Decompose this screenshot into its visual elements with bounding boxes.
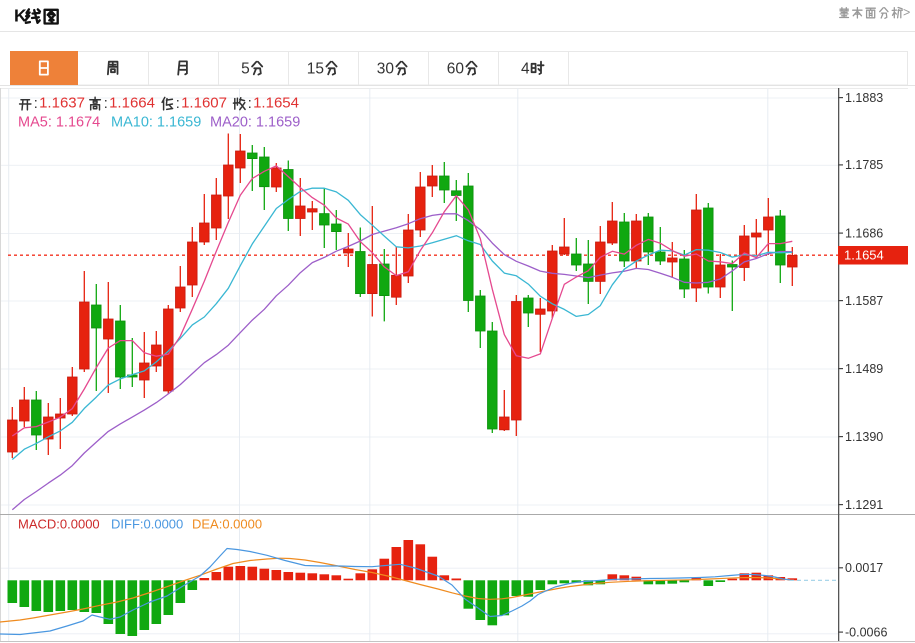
svg-text:1.1883: 1.1883 (845, 91, 883, 105)
svg-text:-0.0066: -0.0066 (845, 625, 887, 639)
svg-text:MA10: 1.1659: MA10: 1.1659 (111, 115, 201, 131)
svg-text:5: 5 (315, 61, 324, 78)
svg-text:1.1686: 1.1686 (845, 226, 883, 240)
svg-text:1.1664: 1.1664 (109, 95, 155, 112)
svg-text:MACD:0.0000: MACD:0.0000 (18, 517, 100, 532)
svg-text::: : (104, 96, 108, 112)
svg-text:1.1291: 1.1291 (845, 498, 883, 512)
svg-text:5: 5 (241, 61, 250, 78)
svg-text::: : (176, 96, 180, 112)
svg-text::: : (248, 96, 252, 112)
svg-text:1.1607: 1.1607 (181, 95, 227, 112)
svg-text:1.1390: 1.1390 (845, 430, 883, 444)
svg-text:1.1637: 1.1637 (39, 95, 85, 112)
svg-text:1.1587: 1.1587 (845, 294, 883, 308)
svg-text:MA20: 1.1659: MA20: 1.1659 (210, 115, 300, 131)
svg-text:0: 0 (455, 61, 464, 78)
svg-text:0: 0 (385, 61, 394, 78)
svg-text:>: > (903, 6, 910, 20)
svg-text:4: 4 (521, 61, 530, 78)
svg-text:MA5: 1.1674: MA5: 1.1674 (18, 115, 100, 131)
svg-text:3: 3 (377, 61, 386, 78)
svg-text:DEA:0.0000: DEA:0.0000 (192, 517, 262, 532)
svg-text:1: 1 (307, 61, 316, 78)
svg-text:1.1654: 1.1654 (253, 95, 299, 112)
svg-text::: : (34, 96, 38, 112)
svg-text:DIFF:0.0000: DIFF:0.0000 (111, 517, 183, 532)
svg-text:6: 6 (447, 61, 456, 78)
svg-text:1.1785: 1.1785 (845, 158, 883, 172)
svg-text:1.1654: 1.1654 (844, 248, 884, 263)
svg-text:K: K (14, 5, 27, 25)
svg-text:1.1489: 1.1489 (845, 362, 883, 376)
svg-text:0.0017: 0.0017 (845, 561, 883, 575)
